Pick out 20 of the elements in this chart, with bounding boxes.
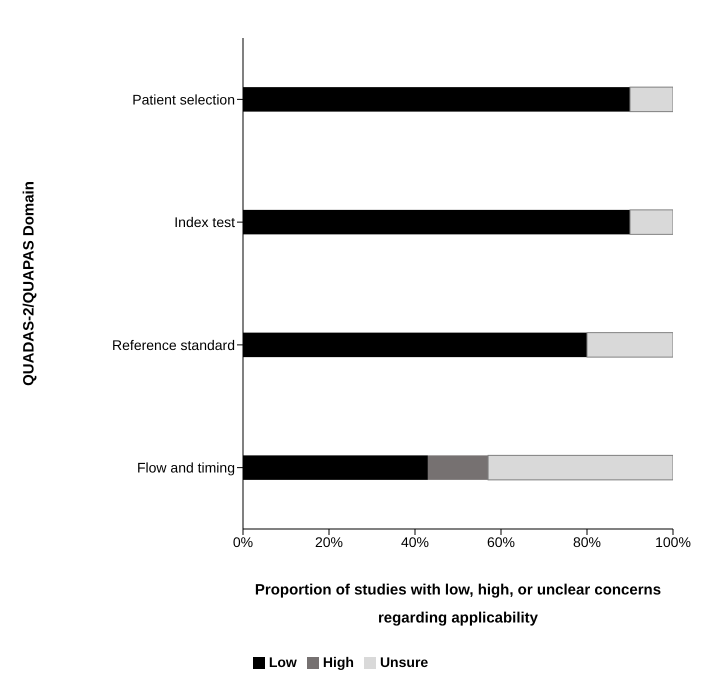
legend-label: Low (268, 654, 297, 670)
x-tick-label: 100% (655, 534, 691, 550)
bar (630, 86, 673, 112)
y-tick-label: Flow and timing (136, 460, 235, 476)
x-tick-label: 20% (314, 534, 344, 550)
x-tick-label: 40% (400, 534, 430, 550)
x-tick-label: 0% (232, 534, 254, 550)
legend-label: High (322, 654, 354, 670)
x-tick-label: 80% (572, 534, 602, 550)
bar (586, 332, 673, 358)
legend-label: Unsure (380, 654, 428, 670)
x-axis-title: Proportion of studies with low, high, or unclear concerns regarding applicability (254, 582, 662, 627)
y-tick-label: Reference standard (112, 336, 235, 353)
x-tick-label: 60% (486, 534, 516, 550)
bar (630, 209, 673, 235)
y-axis-title: QUADAS-2/QUAPAS Domain (20, 181, 38, 386)
y-tick-label: Patient selection (132, 91, 235, 108)
bar (428, 455, 488, 480)
bar (488, 454, 673, 480)
y-tick-label: Index test (174, 214, 236, 230)
